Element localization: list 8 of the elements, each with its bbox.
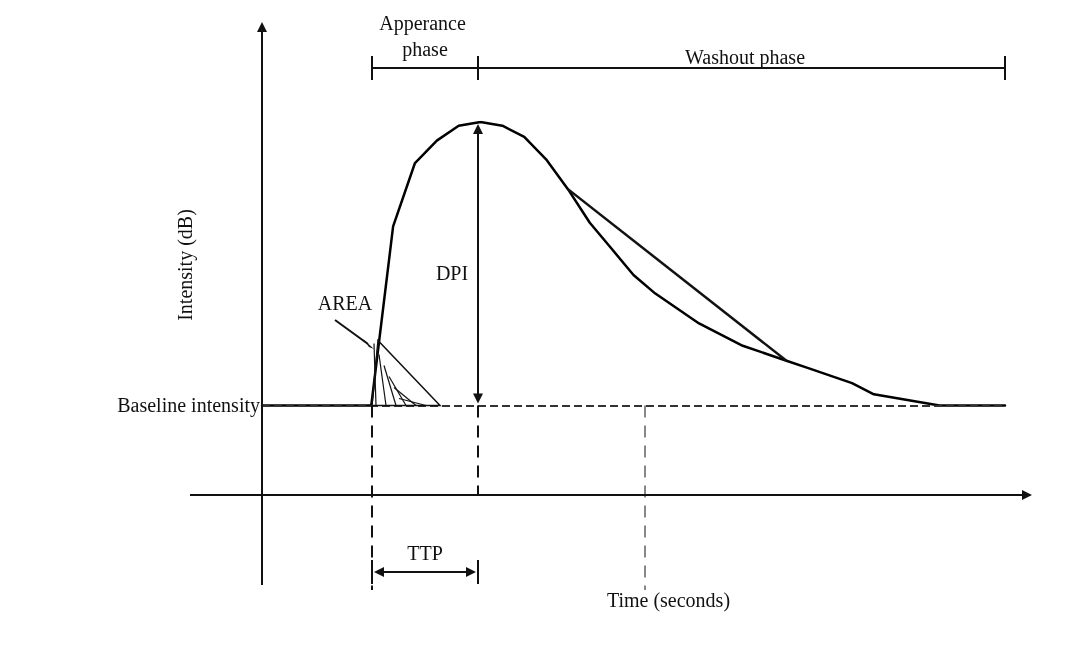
text: Washout phase [684,46,806,69]
ref-line-label: Baseline intensity [117,394,260,418]
text: TTP [407,542,443,564]
annotation: AREA [317,292,373,314]
x-axis-title: Time (seconds) [606,589,731,612]
text: Apperance phase [379,12,471,61]
annotation: DPI [435,262,469,284]
y-axis-title: Intensity (dB) [174,209,197,321]
